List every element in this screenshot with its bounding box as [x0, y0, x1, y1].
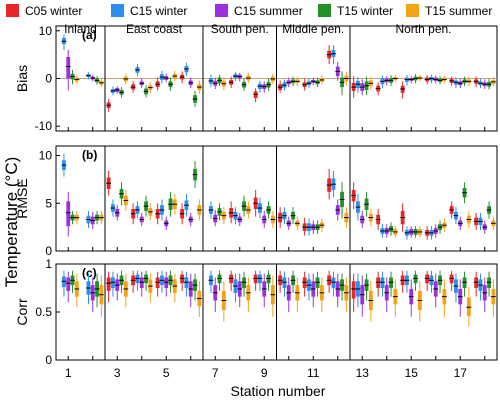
- x-tick-label: 3: [114, 366, 121, 380]
- panel-corr: 0 0.5 1 Corr (c): [14, 257, 498, 367]
- box: [351, 281, 356, 299]
- legend-label: C15 winter: [130, 4, 187, 18]
- panel-bias: -10 0 10 Bias (a)Inland East coast South pen. M…: [14, 22, 498, 133]
- x-tick-labels: 1 3 5 7 9 11 13 15 17: [65, 366, 467, 380]
- legend-swatch: [406, 4, 419, 17]
- y-tick-label: 1: [45, 257, 52, 271]
- y-tick-label: 5: [45, 196, 52, 210]
- box: [66, 277, 71, 291]
- y-tick-label: 10: [39, 149, 53, 163]
- x-tick-label: 7: [212, 366, 219, 380]
- region-label: East coast: [126, 22, 183, 36]
- region-label: South pen.: [211, 22, 269, 36]
- x-tick-label: 11: [307, 366, 320, 380]
- box: [106, 277, 111, 291]
- y-tick-label: 0: [45, 244, 52, 258]
- region-label: Middle pen.: [282, 22, 344, 36]
- legend-label: C15 summer: [234, 4, 303, 18]
- x-tick-label: 15: [405, 366, 419, 380]
- x-tick-label: 9: [261, 366, 268, 380]
- legend-label: T15 summer: [425, 4, 492, 18]
- x-axis-label: Station number: [231, 383, 326, 399]
- x-tick-label: 1: [65, 366, 72, 380]
- y-tick-label: 10: [39, 24, 53, 38]
- legend-label: C05 winter: [25, 4, 82, 18]
- x-tick-label: 13: [356, 366, 370, 380]
- x-tick-label: 17: [454, 366, 468, 380]
- legend: C05 winter C15 winter C15 summer T15 winter…: [6, 4, 492, 18]
- y-tick-label: 0: [45, 72, 52, 86]
- panel-letter: (c): [82, 266, 97, 280]
- legend-swatch: [111, 4, 124, 17]
- legend-label: T15 winter: [337, 4, 393, 18]
- common-y-axis-label: Temperature (°C): [2, 157, 21, 288]
- y-tick-label: 0.5: [35, 305, 52, 319]
- region-label: North pen.: [395, 22, 451, 36]
- region-label: Inland: [64, 22, 97, 36]
- legend-swatch: [215, 4, 228, 17]
- box: [66, 57, 71, 79]
- y-axis-label: RMSE: [14, 178, 30, 218]
- legend-swatch: [6, 4, 19, 17]
- y-axis-label: Corr: [14, 298, 30, 326]
- y-axis-label: Bias: [14, 65, 30, 92]
- box: [66, 201, 71, 227]
- y-tick-label: 0: [45, 353, 52, 367]
- panel-letter: (b): [82, 148, 97, 162]
- legend-swatch: [318, 4, 331, 17]
- y-tick-label: -10: [35, 119, 53, 133]
- panel-letter: (a): [82, 28, 97, 42]
- x-tick-label: 5: [163, 366, 170, 380]
- panel-rmse: 0 5 10 RMSE (b): [14, 145, 498, 258]
